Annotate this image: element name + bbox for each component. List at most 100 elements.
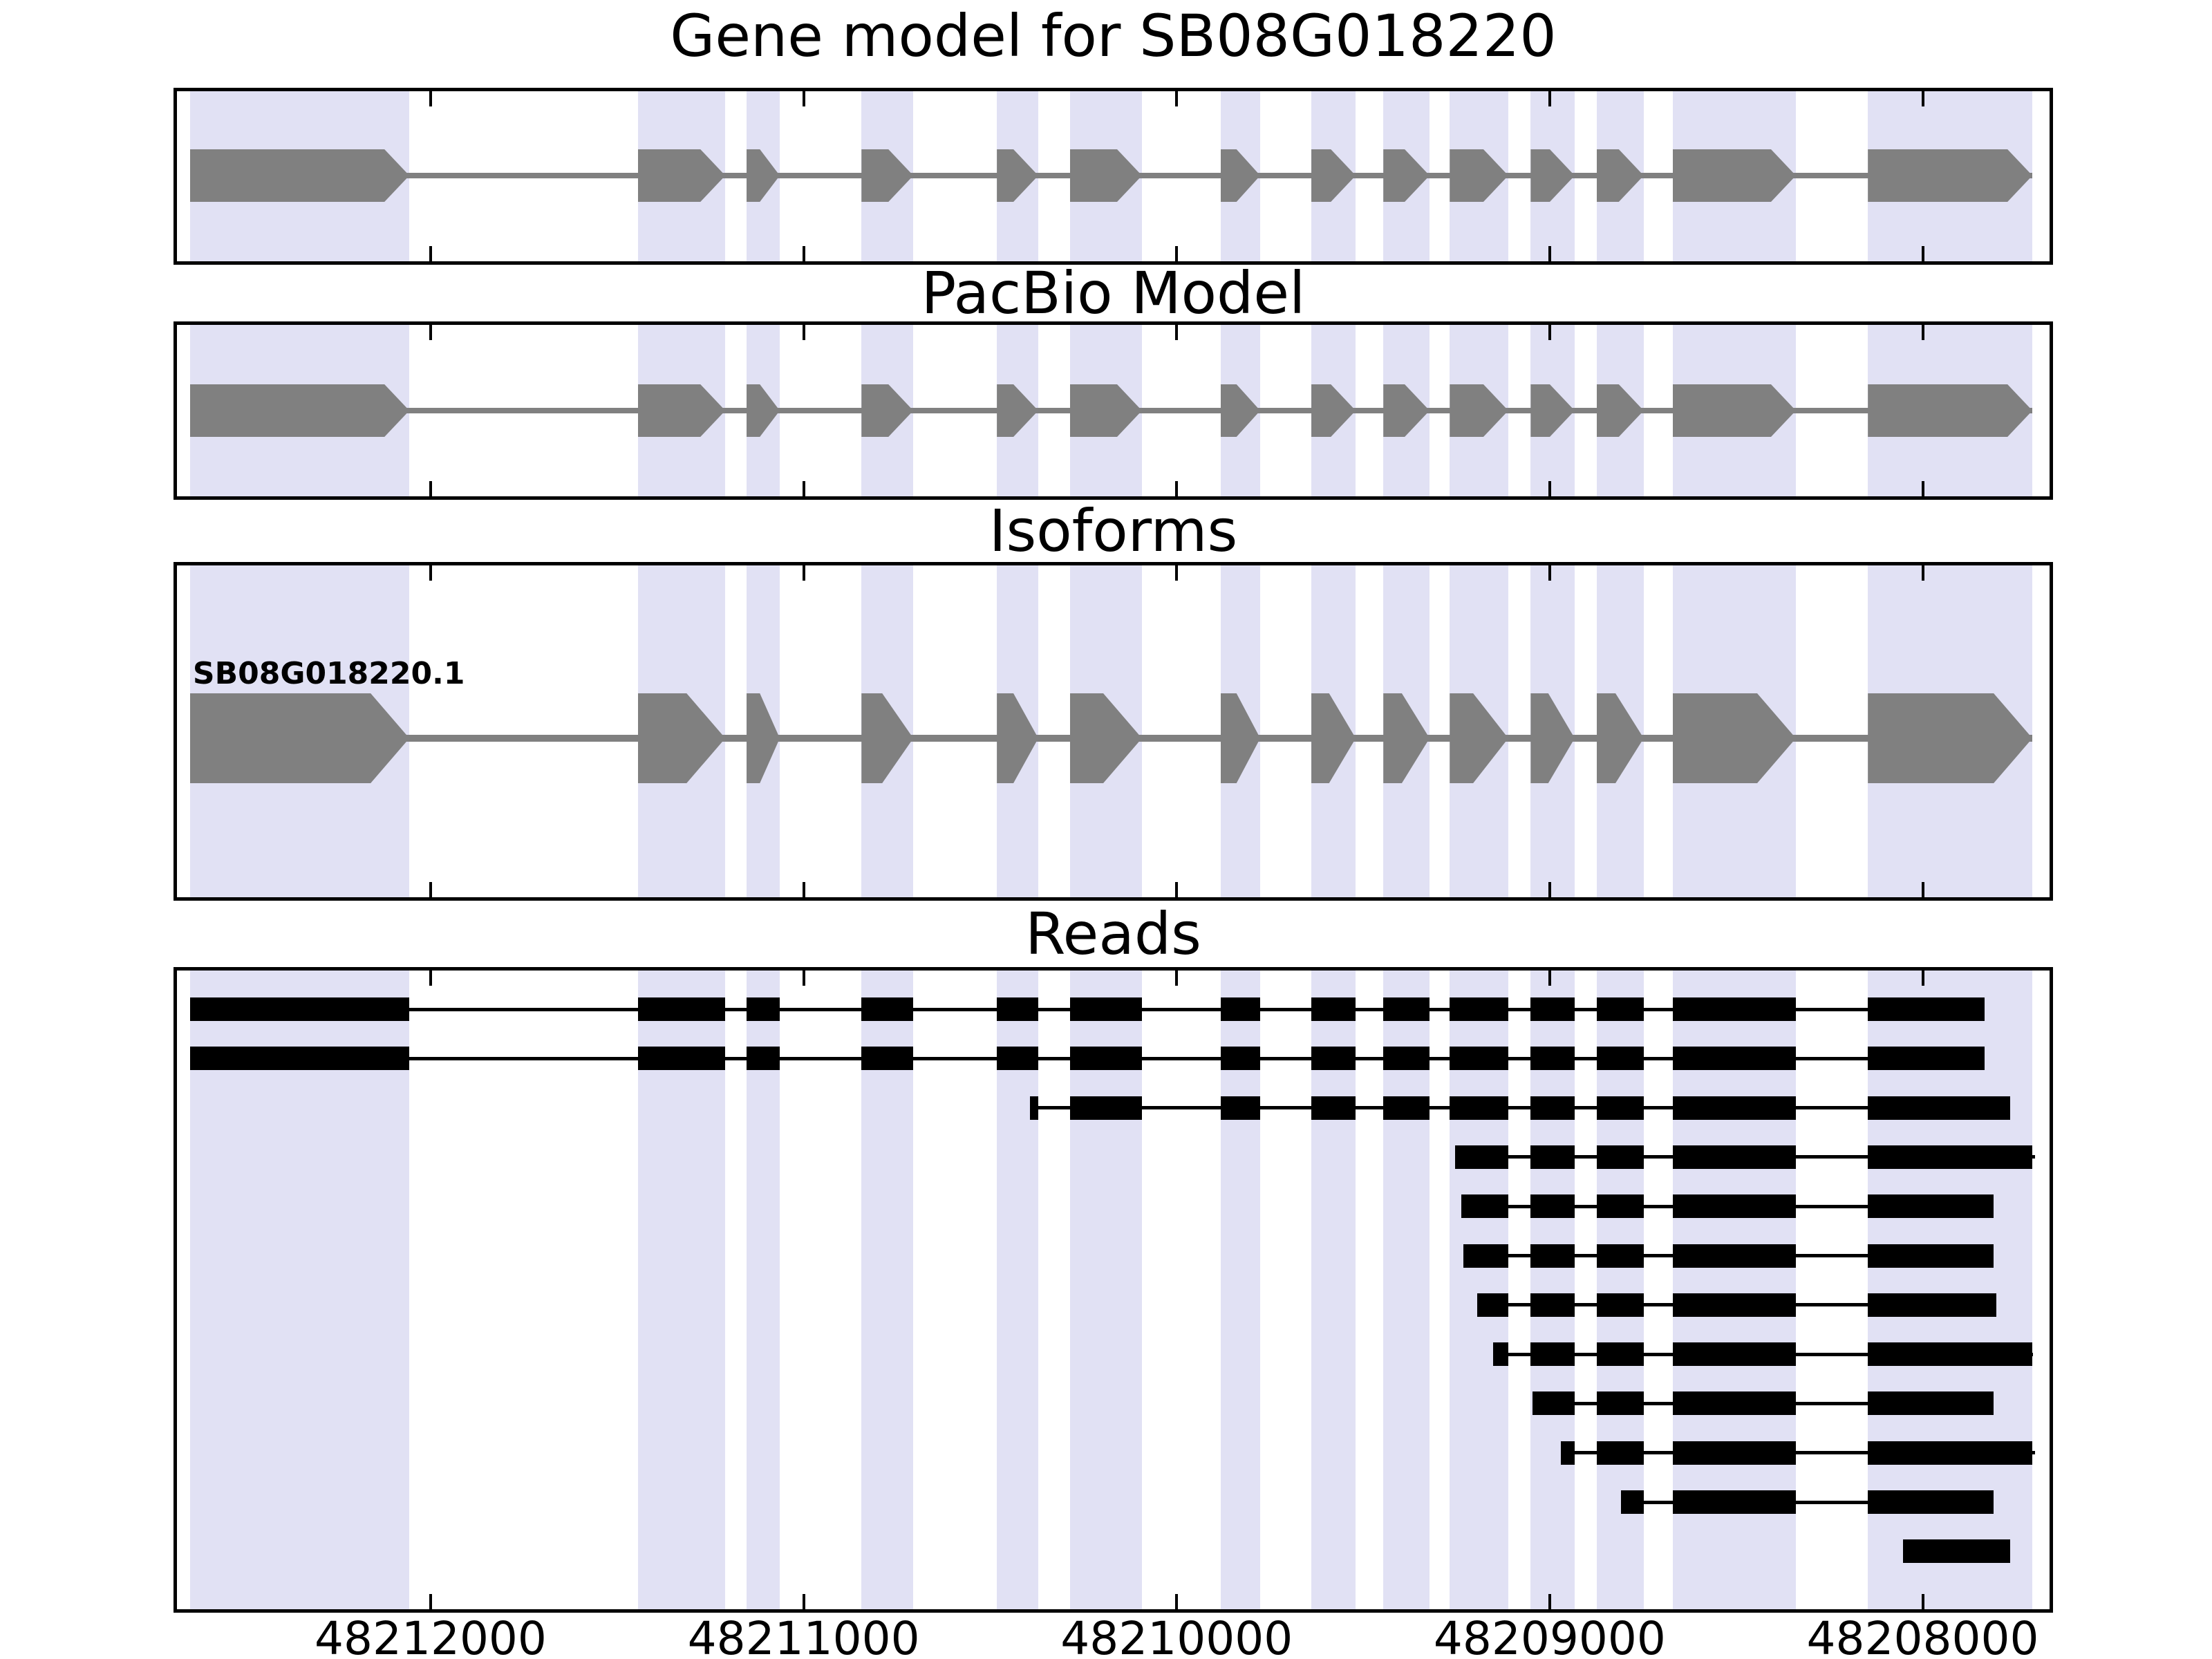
read-exon-block (1868, 1145, 2033, 1169)
exon-arrow (189, 693, 410, 783)
exon-arrow (1868, 384, 2033, 437)
read-exon-block (1530, 997, 1575, 1021)
x-tick-mark (1548, 481, 1551, 496)
x-tick-mark (1921, 91, 1924, 106)
x-tick-mark (1921, 325, 1924, 340)
read-exon-block (1311, 997, 1356, 1021)
x-tick-mark (1921, 565, 1924, 581)
x-tick-label: 48208000 (1806, 1612, 2039, 1659)
read-exon-block (1596, 1441, 1644, 1465)
x-tick-mark (1921, 1594, 1924, 1609)
read-exon-block (1533, 1391, 1575, 1416)
read-exon-block (1477, 1293, 1508, 1317)
read-exon-block (1069, 1096, 1143, 1120)
read-exon-block (997, 997, 1039, 1021)
exon-highlight-band (1383, 971, 1430, 1609)
x-tick-mark (1175, 971, 1179, 986)
x-tick-mark (1175, 325, 1179, 340)
read-exon-block (637, 997, 726, 1021)
exon-arrow (189, 149, 410, 202)
panel-gene-model (174, 88, 2053, 265)
exon-arrow (1868, 693, 2033, 783)
x-tick-mark (429, 971, 432, 986)
read-exon-block (1672, 1096, 1797, 1120)
x-tick-mark (1921, 246, 1924, 261)
read-exon-block (1672, 997, 1797, 1021)
x-tick-mark (429, 565, 432, 581)
exon-highlight-band (1069, 971, 1143, 1609)
read-exon-block (1672, 1244, 1797, 1268)
x-tick-mark (429, 246, 432, 261)
x-tick-mark (1548, 971, 1551, 986)
x-tick-mark (429, 1594, 432, 1609)
read-exon-block (1868, 1244, 1994, 1268)
read-exon-block (1463, 1244, 1508, 1268)
read-exon-block (1868, 1293, 1996, 1317)
x-tick-mark (429, 481, 432, 496)
x-tick-mark (429, 325, 432, 340)
read-exon-block (1530, 1096, 1575, 1120)
read-exon-block (1596, 1096, 1644, 1120)
read-exon-block (747, 1047, 780, 1071)
read-exon-block (997, 1047, 1039, 1071)
read-exon-block (1530, 1047, 1575, 1071)
track-title-reads: Reads (1025, 900, 1201, 968)
read-line (1620, 1500, 1994, 1504)
x-tick-mark (802, 971, 805, 986)
x-tick-mark (1548, 565, 1551, 581)
read-exon-block (1069, 1047, 1143, 1071)
x-tick-mark (429, 91, 432, 106)
read-exon-block (1596, 1145, 1644, 1169)
isoform-label: SB08G018220.1 (192, 656, 465, 691)
read-exon-block (1450, 997, 1508, 1021)
read-exon-block (637, 1047, 726, 1071)
track-title-pacbio-model: PacBio Model (921, 259, 1306, 327)
x-tick-mark (802, 246, 805, 261)
read-exon-block (1530, 1293, 1575, 1317)
read-exon-block (1672, 1441, 1797, 1465)
read-exon-block (1868, 1047, 1985, 1071)
x-tick-mark (802, 91, 805, 106)
read-exon-block (861, 997, 914, 1021)
read-exon-block (1220, 1096, 1261, 1120)
panel-pacbio-model (174, 321, 2053, 500)
read-exon-block (1596, 1244, 1644, 1268)
read-exon-block (1672, 1047, 1797, 1071)
read-exon-block (1383, 1047, 1430, 1071)
x-tick-label: 48212000 (314, 1612, 547, 1659)
read-exon-block (1596, 1047, 1644, 1071)
exon-arrow (1672, 149, 1797, 202)
read-exon-block (1672, 1145, 1797, 1169)
exon-highlight-band (1530, 971, 1575, 1609)
read-exon-block (1672, 1391, 1797, 1416)
read-exon-block (1030, 1096, 1039, 1120)
read-exon-block (1311, 1096, 1356, 1120)
x-tick-mark (1175, 565, 1179, 581)
x-tick-mark (1548, 882, 1551, 897)
exon-highlight-band (997, 971, 1039, 1609)
x-tick-mark (1921, 481, 1924, 496)
panel-isoforms: SB08G018220.1 (174, 562, 2053, 901)
read-exon-block (1596, 1194, 1644, 1219)
exon-highlight-band (1450, 971, 1508, 1609)
track-title-gene-model: Gene model for SB08G018220 (670, 2, 1557, 70)
read-exon-block (1455, 1145, 1508, 1169)
read-exon-block (189, 1047, 410, 1071)
x-tick-mark (1548, 246, 1551, 261)
x-tick-mark (1175, 1594, 1179, 1609)
x-tick-mark (802, 1594, 805, 1609)
read-exon-block (1868, 1391, 1994, 1416)
exon-highlight-band (637, 971, 726, 1609)
read-exon-block (1596, 997, 1644, 1021)
read-line (1561, 1451, 2035, 1455)
x-tick-label: 48210000 (1060, 1612, 1293, 1659)
read-exon-block (861, 1047, 914, 1071)
read-exon-block (1530, 1145, 1575, 1169)
x-tick-mark (429, 882, 432, 897)
read-exon-block (1530, 1244, 1575, 1268)
x-tick-mark (1921, 971, 1924, 986)
x-tick-mark (1548, 91, 1551, 106)
exon-highlight-band (1311, 971, 1356, 1609)
x-tick-mark (802, 882, 805, 897)
read-exon-block (189, 997, 410, 1021)
